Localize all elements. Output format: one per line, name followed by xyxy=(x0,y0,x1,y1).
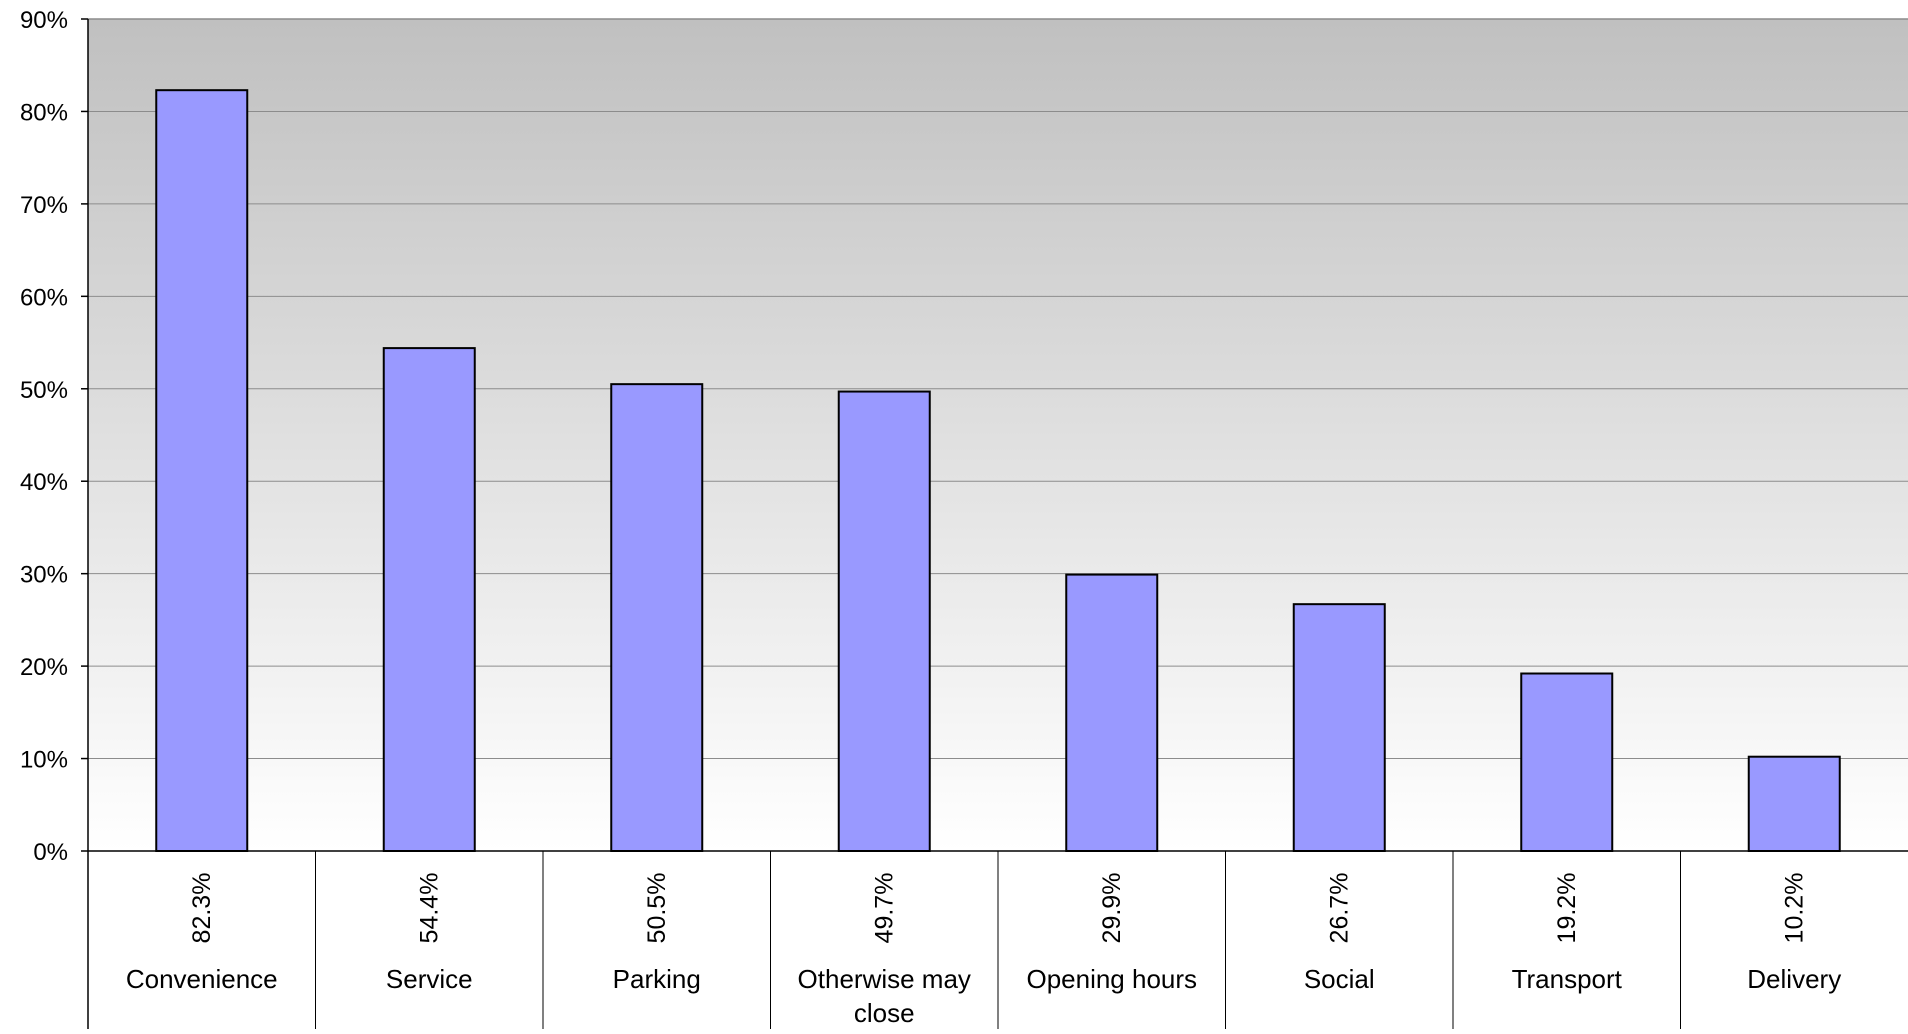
y-tick-label: 0% xyxy=(33,839,68,866)
y-tick-label: 90% xyxy=(20,7,68,34)
data-label: 26.7% xyxy=(1325,873,1353,944)
data-label: 29.9% xyxy=(1098,873,1126,944)
data-label: 19.2% xyxy=(1553,873,1581,944)
data-label: 82.3% xyxy=(188,873,216,944)
data-label: 54.4% xyxy=(415,873,443,944)
data-label: 50.5% xyxy=(643,873,671,944)
category-label: Service xyxy=(386,964,473,994)
y-tick-label: 30% xyxy=(20,562,68,589)
y-tick-label: 70% xyxy=(20,192,68,219)
y-tick-label: 20% xyxy=(20,654,68,681)
bar xyxy=(1292,603,1386,852)
y-tick-label: 80% xyxy=(20,99,68,126)
y-tick-label: 10% xyxy=(20,747,68,774)
category-label: Transport xyxy=(1512,964,1623,994)
category-label: Delivery xyxy=(1747,964,1841,994)
category-label: Convenience xyxy=(126,964,278,994)
category-label: Otherwise may xyxy=(798,964,971,994)
y-tick-label: 50% xyxy=(20,377,68,404)
bar xyxy=(1065,573,1159,852)
category-label: close xyxy=(854,998,915,1028)
category-label: Social xyxy=(1304,964,1375,994)
bar xyxy=(1520,672,1614,852)
y-tick-label: 60% xyxy=(20,284,68,311)
bar xyxy=(610,383,704,852)
data-label: 10.2% xyxy=(1780,873,1808,944)
bar xyxy=(382,347,476,852)
data-label: 49.7% xyxy=(870,873,898,944)
y-tick-label: 40% xyxy=(20,469,68,496)
bar xyxy=(1747,755,1841,852)
bar xyxy=(837,390,931,852)
category-label: Opening hours xyxy=(1026,964,1197,994)
plot-area-background xyxy=(88,19,1908,851)
bar xyxy=(155,89,249,852)
category-label: Parking xyxy=(613,964,701,994)
